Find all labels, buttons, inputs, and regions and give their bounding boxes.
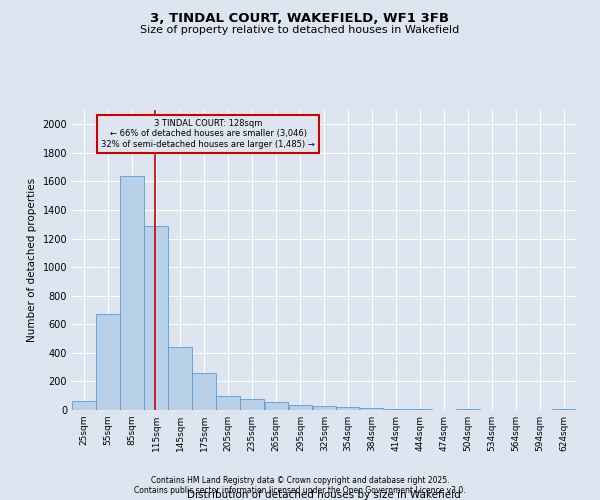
- Text: 3 TINDAL COURT: 128sqm
← 66% of detached houses are smaller (3,046)
32% of semi-: 3 TINDAL COURT: 128sqm ← 66% of detached…: [101, 119, 315, 149]
- Bar: [72, 402, 96, 410]
- Text: 3, TINDAL COURT, WAKEFIELD, WF1 3FB: 3, TINDAL COURT, WAKEFIELD, WF1 3FB: [151, 12, 449, 26]
- Bar: [336, 407, 359, 410]
- Text: Size of property relative to detached houses in Wakefield: Size of property relative to detached ho…: [140, 25, 460, 35]
- Bar: [241, 398, 264, 410]
- Bar: [384, 408, 407, 410]
- X-axis label: Distribution of detached houses by size in Wakefield: Distribution of detached houses by size …: [187, 490, 461, 500]
- Bar: [289, 405, 312, 410]
- Bar: [265, 402, 288, 410]
- Bar: [169, 347, 192, 410]
- Bar: [193, 373, 216, 410]
- Bar: [360, 408, 383, 410]
- Text: Contains HM Land Registry data © Crown copyright and database right 2025.: Contains HM Land Registry data © Crown c…: [151, 476, 449, 485]
- Bar: [313, 406, 336, 410]
- Y-axis label: Number of detached properties: Number of detached properties: [27, 178, 37, 342]
- Bar: [120, 176, 144, 410]
- Text: Contains public sector information licensed under the Open Government Licence v3: Contains public sector information licen…: [134, 486, 466, 495]
- Bar: [96, 314, 120, 410]
- Bar: [217, 396, 240, 410]
- Bar: [145, 226, 168, 410]
- Bar: [408, 409, 431, 410]
